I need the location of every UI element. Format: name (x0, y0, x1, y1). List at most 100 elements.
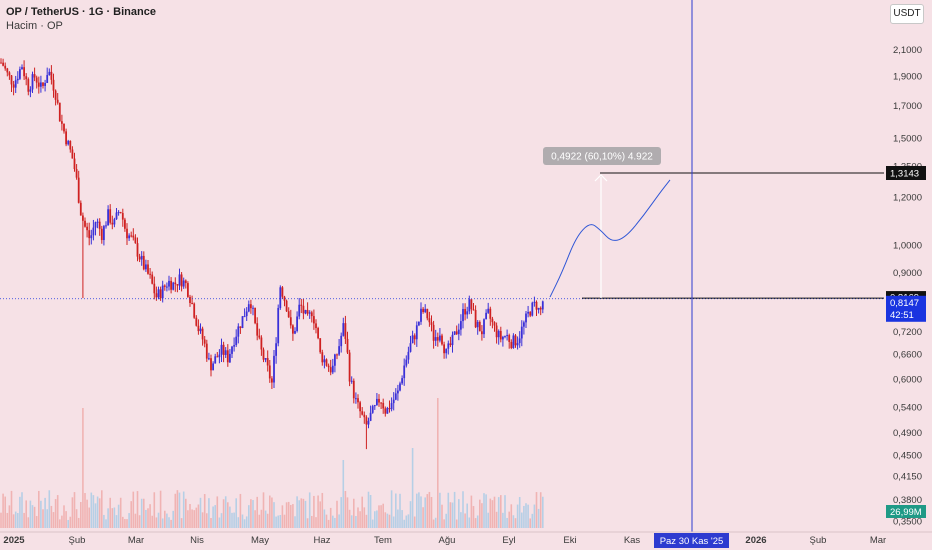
candle-body (489, 308, 492, 319)
volume-bar (493, 496, 496, 528)
candle-body (373, 405, 376, 407)
volume-bar (90, 492, 93, 528)
y-tick-label: 0,4500 (893, 450, 922, 461)
candle-body (170, 280, 172, 290)
candle-body (527, 311, 529, 314)
candle-body (411, 335, 414, 344)
candle-body (405, 359, 408, 366)
volume-bar (264, 510, 267, 528)
volume-bar (210, 517, 212, 528)
candle-body (539, 307, 542, 310)
candle-body (386, 407, 389, 414)
candle-body (443, 344, 445, 354)
volume-bar (182, 491, 185, 528)
volume-bar (388, 514, 391, 528)
current-price-tag-box (886, 295, 926, 322)
volume-bar (44, 497, 46, 528)
volume-bar (277, 515, 279, 528)
candle-body (464, 309, 466, 315)
volume-bar (208, 498, 210, 528)
volume-bar (407, 514, 410, 528)
candle-body (166, 286, 168, 288)
volume-tag-label: 26,99M (890, 507, 922, 518)
x-tick-label: Nis (190, 535, 204, 546)
candle-body (84, 220, 86, 227)
candle-body (439, 335, 441, 341)
candle-body (56, 99, 59, 103)
candle-body (126, 228, 128, 239)
volume-bar (472, 506, 475, 528)
volume-bar (71, 497, 74, 528)
candle-body (19, 69, 21, 79)
volume-bar (33, 506, 36, 528)
volume-bar (222, 499, 225, 528)
candle-body (210, 358, 212, 371)
candle-body (277, 307, 280, 344)
candle-body (415, 325, 418, 340)
volume-bar (357, 507, 359, 528)
candle-body (306, 309, 309, 314)
candle-body (483, 319, 485, 335)
volume-bar (115, 515, 118, 528)
candle-body (35, 77, 38, 83)
candle-body (134, 237, 137, 244)
volume-bar (361, 496, 363, 528)
candle-body (92, 227, 95, 236)
candle-body (58, 102, 61, 122)
volume-bar (518, 497, 521, 528)
candle-body (195, 317, 198, 326)
candle-body (208, 358, 210, 360)
volume-bar (533, 504, 536, 528)
volume-bar (119, 497, 122, 528)
candle-body (25, 76, 28, 80)
candle-body (176, 284, 179, 286)
overlay-lines: 0,4922 (60,10%) 4.922 (0, 0, 884, 532)
candle-body (384, 408, 387, 414)
candle-body (342, 323, 345, 336)
candle-body (222, 344, 225, 355)
volume-bar (59, 519, 61, 528)
candle-body (121, 213, 124, 220)
candle-body (310, 312, 313, 317)
candle-body (418, 321, 420, 326)
volume-bar (315, 517, 317, 528)
chart-title: OP / TetherUS · 1G · Binance (6, 6, 156, 18)
volume-bar (176, 490, 179, 528)
volume-bar (321, 492, 324, 528)
volume-bar (384, 512, 387, 528)
volume-bar (56, 495, 59, 528)
volume-bar (416, 493, 418, 528)
volume-bar (531, 513, 534, 528)
volume-bar (539, 492, 542, 528)
candle-body (216, 356, 219, 358)
candle-body (82, 215, 84, 221)
volume-bar (94, 503, 97, 528)
candle-body (145, 264, 147, 270)
candle-body (142, 255, 145, 270)
currency-button[interactable]: USDT (890, 4, 924, 24)
candle-body (266, 358, 269, 366)
volume-bar (367, 491, 370, 528)
volume-bar (98, 498, 101, 528)
candle-body (470, 299, 473, 310)
volume-bar (101, 490, 103, 528)
candle-body (268, 365, 271, 379)
volume-bar (378, 505, 380, 528)
volume-bar (6, 512, 9, 528)
volume-bar (489, 498, 492, 528)
candle-body (294, 330, 296, 334)
volume-bar (382, 503, 384, 528)
volume-bar (143, 498, 145, 528)
candle-body (392, 399, 395, 404)
candle-body (481, 331, 483, 335)
volume-bar (451, 502, 454, 528)
volume-bar (432, 519, 435, 528)
volume-bar (506, 517, 508, 528)
volume-bar (189, 504, 191, 528)
volume-bar (449, 502, 452, 528)
countdown-label: 42:51 (890, 310, 914, 321)
candle-body (491, 318, 494, 323)
projection-label: 0,4922 (60,10%) 4.922 (543, 147, 661, 165)
candle-body (40, 82, 42, 87)
